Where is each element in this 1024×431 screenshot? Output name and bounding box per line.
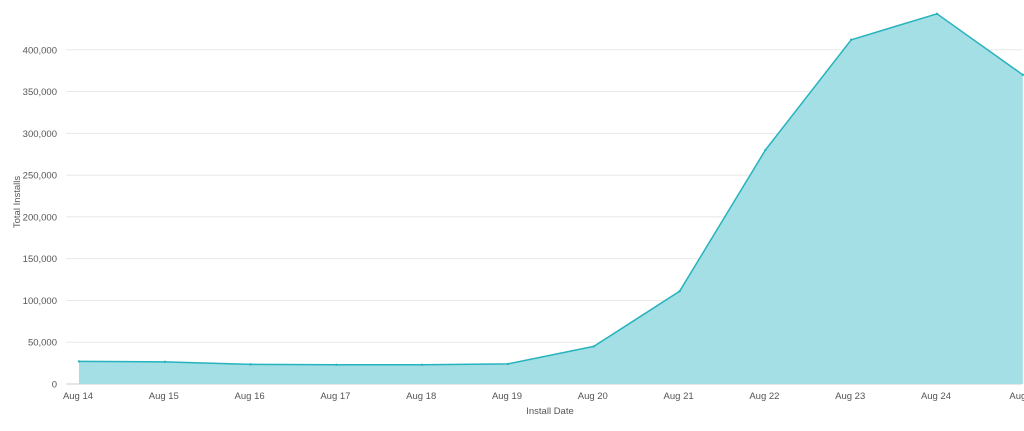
y-tick-label: 0 [52, 380, 57, 391]
gridlines [66, 49, 1022, 385]
x-tick-label: Aug 23 [835, 391, 865, 402]
y-tick-label: 400,000 [23, 45, 57, 56]
data-point [506, 362, 510, 366]
x-tick-label: Aug 14 [63, 391, 93, 402]
data-point [935, 12, 939, 16]
data-point [421, 363, 424, 366]
area-series [77, 12, 1024, 385]
x-tick-label: Aug 18 [406, 391, 436, 402]
x-tick-label: Aug 21 [664, 391, 694, 402]
y-tick-label: 350,000 [23, 87, 57, 98]
x-tick-label: Aug 22 [749, 391, 779, 402]
x-axis-title: Install Date [526, 406, 574, 417]
series-line [78, 13, 1024, 366]
data-point [335, 363, 338, 366]
y-tick-label: 50,000 [28, 338, 57, 349]
x-tick-label: Aug 19 [492, 391, 522, 402]
x-tick-label: Aug 24 [921, 391, 951, 402]
data-point [163, 360, 166, 364]
y-tick-label: 250,000 [23, 171, 57, 182]
x-axis-ticks: Aug 14 Aug 15 Aug 16 Aug 17 Aug 18 Aug 19 Aug … [63, 391, 1024, 402]
x-tick-label: Aug 2 [1009, 391, 1024, 402]
data-point [850, 38, 853, 41]
x-tick-label: Aug 15 [149, 391, 179, 402]
y-axis-ticks: 0 50,000 100,000 150,000 200,000 250,000 300,0… [23, 45, 57, 390]
data-point [764, 148, 767, 152]
x-tick-label: Aug 17 [320, 391, 350, 402]
y-axis-title: Total Installs [12, 176, 23, 229]
data-point [249, 363, 252, 366]
data-point [77, 360, 81, 363]
y-tick-label: 200,000 [23, 212, 57, 223]
y-tick-label: 300,000 [23, 129, 57, 140]
x-tick-label: Aug 20 [578, 391, 608, 402]
data-point [1021, 73, 1024, 77]
data-point [592, 345, 595, 348]
x-tick-label: Aug 16 [235, 391, 265, 402]
y-tick-label: 100,000 [23, 296, 57, 307]
data-point [678, 290, 681, 293]
y-tick-label: 150,000 [23, 254, 57, 265]
area-fill [79, 13, 1023, 385]
